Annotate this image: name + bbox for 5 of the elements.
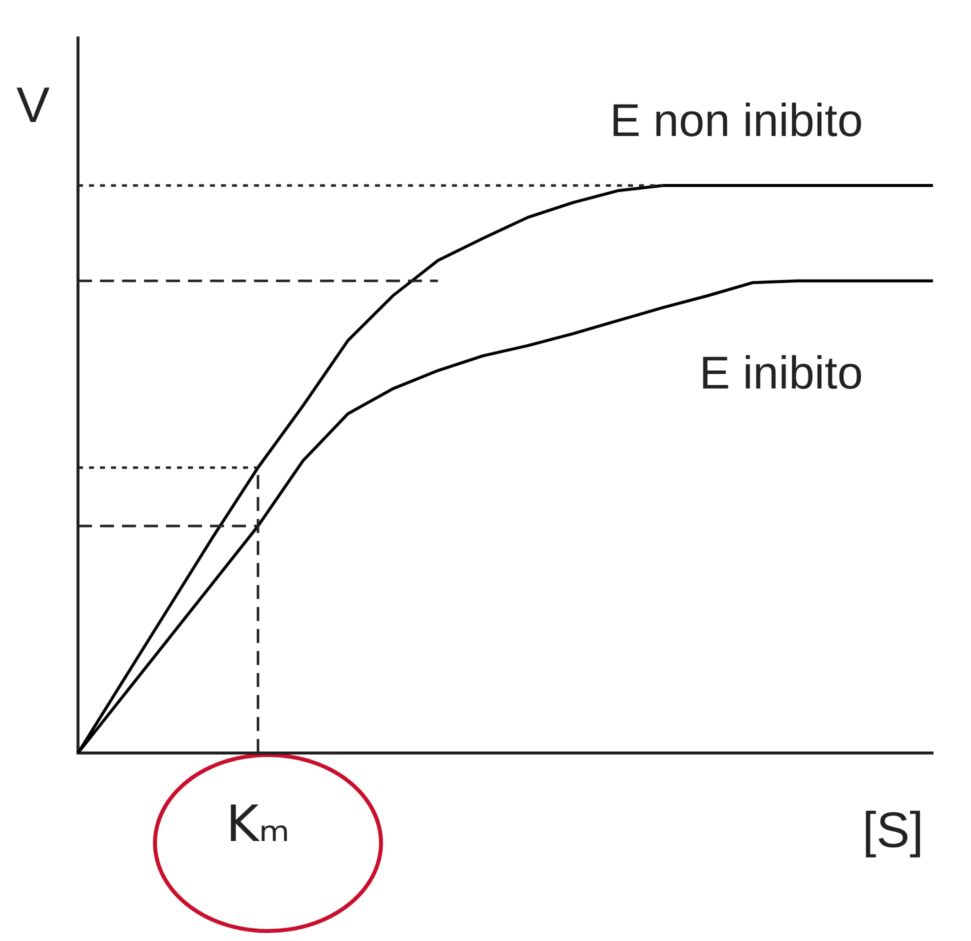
x-axis-title: [S] [862, 802, 924, 858]
y-axis-title: V [16, 76, 50, 133]
series-label: E inibito [699, 346, 863, 399]
series-label: E non inibito [610, 94, 863, 146]
text: Kₘ [226, 794, 290, 853]
